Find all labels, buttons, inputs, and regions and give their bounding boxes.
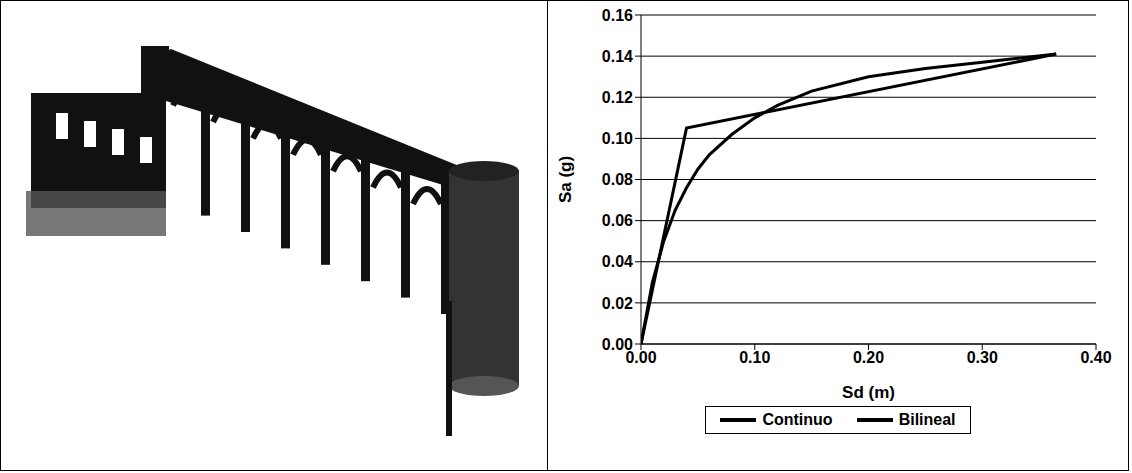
svg-text:Sd (m): Sd (m) xyxy=(842,383,895,402)
svg-text:0.06: 0.06 xyxy=(601,212,632,229)
html-text:Continuo: Continuo xyxy=(762,411,833,428)
svg-text:0.10: 0.10 xyxy=(739,349,770,366)
svg-text:Sa (g): Sa (g) xyxy=(556,156,575,203)
svg-text:0.08: 0.08 xyxy=(601,171,632,188)
svg-text:0.00: 0.00 xyxy=(624,349,657,367)
svg-text:0.14: 0.14 xyxy=(601,48,632,65)
svg-text:0.16: 0.16 xyxy=(601,7,632,24)
svg-text:0.30: 0.30 xyxy=(966,349,997,366)
svg-text:0.00: 0.00 xyxy=(601,336,632,353)
svg-text:0.20: 0.20 xyxy=(852,349,883,366)
svg-text:0.02: 0.02 xyxy=(601,295,632,312)
html-text:Bilineal: Bilineal xyxy=(898,411,956,428)
svg-text:0.04: 0.04 xyxy=(601,253,632,270)
svg-text:0.12: 0.12 xyxy=(601,89,632,106)
svg-text:0.40: 0.40 xyxy=(1080,349,1111,366)
svg-text:0.10: 0.10 xyxy=(601,130,632,147)
